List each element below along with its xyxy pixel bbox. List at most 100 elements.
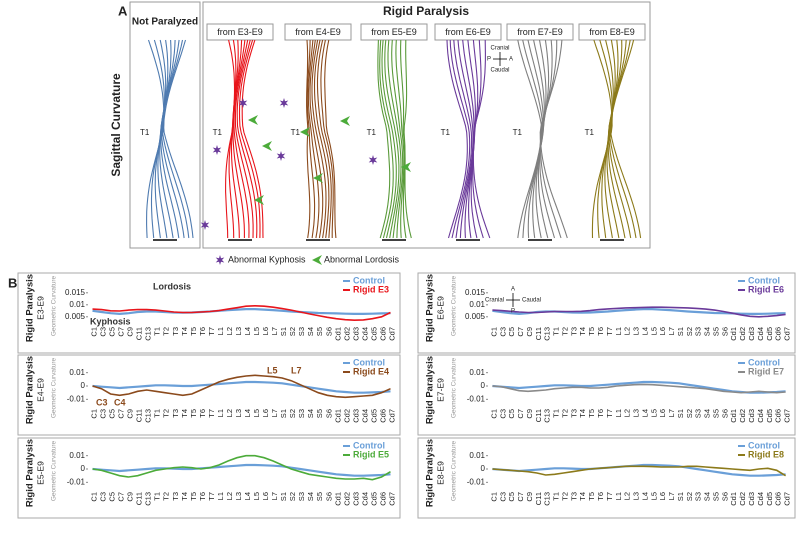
y-tick-label: 0.01	[69, 451, 85, 460]
x-tick-label: Cd1	[729, 409, 738, 423]
x-tick-label: T5	[587, 327, 596, 336]
x-tick-label: S2	[685, 409, 694, 418]
x-tick-label: C7	[516, 409, 525, 419]
x-tick-label: L5	[252, 327, 261, 335]
x-tick-label: L6	[261, 492, 270, 500]
legend-label: Control	[353, 440, 385, 450]
annotation: C4	[114, 397, 126, 407]
column-title: from E6-E9	[445, 27, 491, 37]
y-tick-label: 0.005	[65, 312, 86, 321]
x-tick-label: S3	[694, 492, 703, 501]
annotation: L5	[267, 365, 278, 375]
lordosis-marker	[312, 255, 322, 265]
x-tick-label: L7	[270, 492, 279, 500]
x-tick-label: T3	[171, 409, 180, 418]
spine-curve	[449, 39, 471, 239]
compass-label: P	[511, 309, 515, 315]
x-tick-label: L4	[243, 492, 252, 500]
x-tick-label: Cd6	[378, 327, 387, 341]
vertebra-label: T1	[367, 128, 377, 137]
x-tick-label: T6	[596, 409, 605, 418]
x-tick-label: T2	[560, 327, 569, 336]
x-tick-label: L6	[658, 492, 667, 500]
x-tick-label: Cd7	[783, 492, 792, 506]
x-tick-label: S6	[720, 327, 729, 336]
legend-label: Rigid E5	[353, 449, 389, 459]
x-tick-label: S5	[315, 492, 324, 501]
x-tick-label: L4	[640, 492, 649, 500]
chart-title: Rigid Paralysis	[25, 439, 36, 507]
series-line	[492, 383, 786, 394]
column-title: from E7-E9	[517, 27, 563, 37]
column-header	[360, 23, 428, 41]
x-tick-label: T1	[552, 327, 561, 336]
x-tick-label: Cd6	[378, 409, 387, 423]
x-tick-label: C3	[498, 327, 507, 337]
x-tick-label: Cd5	[765, 492, 774, 506]
x-tick-label: T2	[560, 409, 569, 418]
x-tick-label: T2	[560, 492, 569, 501]
x-tick-label: L2	[623, 327, 632, 335]
x-tick-label: Cd4	[360, 409, 369, 423]
series-line	[92, 454, 391, 481]
y-tick-label: 0.01	[469, 451, 485, 460]
kyphosis-marker	[279, 98, 289, 108]
x-tick-label: S3	[694, 409, 703, 418]
chart-box	[17, 437, 401, 519]
spine-curve	[230, 39, 240, 239]
x-tick-label: L2	[225, 327, 234, 335]
x-tick-label: L2	[623, 492, 632, 500]
x-tick-label: Cd2	[342, 492, 351, 506]
spine-curve	[539, 39, 568, 239]
x-tick-label: S4	[306, 327, 315, 336]
spine-curve	[403, 39, 412, 239]
x-tick-label: T1	[153, 409, 162, 418]
spine-curve	[228, 39, 237, 239]
x-tick-label: T3	[569, 409, 578, 418]
x-tick-label: C1	[89, 327, 98, 337]
x-tick-label: S1	[279, 327, 288, 336]
x-tick-label: L3	[632, 492, 641, 500]
vertebra-label: T1	[140, 128, 150, 137]
legend-label: Control	[748, 357, 780, 367]
x-tick-label: Cd5	[369, 327, 378, 341]
x-tick-label: C5	[507, 492, 516, 502]
spine-curve	[160, 39, 180, 239]
spine-curve	[446, 39, 468, 239]
kyphosis-marker	[200, 220, 210, 230]
kyphosis-marker	[238, 98, 248, 108]
x-tick-label: S4	[703, 492, 712, 501]
annotation: Lordosis	[153, 281, 191, 291]
x-tick-label: C9	[525, 409, 534, 419]
x-tick-label: T5	[587, 409, 596, 418]
x-tick-label: C13	[144, 492, 153, 506]
x-tick-label: Cd5	[369, 492, 378, 506]
x-tick-label: C7	[516, 492, 525, 502]
x-tick-label: L3	[234, 492, 243, 500]
lordosis-marker	[254, 195, 264, 205]
x-tick-label: T5	[189, 327, 198, 336]
vertebra-label: T1	[513, 128, 523, 137]
x-tick-label: Cd7	[387, 409, 396, 423]
compass-label: A	[509, 57, 513, 63]
axis-title: Sagittal Curvature	[109, 73, 123, 177]
y-tick-label: -0.01	[67, 394, 86, 403]
y-axis-title: Geometric Curvature	[451, 357, 458, 418]
kyphosis-marker	[215, 255, 225, 265]
x-tick-label: T6	[596, 327, 605, 336]
compass-label: Cranial	[490, 46, 509, 52]
spine-curve	[609, 39, 642, 239]
series-line	[492, 306, 786, 318]
x-tick-label: T7	[207, 409, 216, 418]
x-tick-label: Cd2	[342, 327, 351, 341]
lordosis-marker	[262, 141, 272, 151]
x-tick-label: C5	[507, 409, 516, 419]
x-tick-label: C1	[89, 409, 98, 419]
lordosis-marker	[401, 162, 411, 172]
x-tick-label: L1	[216, 327, 225, 335]
column-header	[578, 23, 646, 41]
x-tick-label: C7	[117, 409, 126, 419]
y-tick-label: 0.005	[465, 312, 486, 321]
chart-title: Rigid Paralysis	[25, 356, 36, 424]
